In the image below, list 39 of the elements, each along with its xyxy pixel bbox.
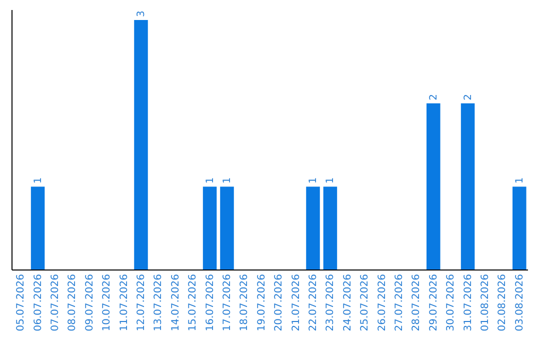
x-tick-label: 30.07.2026	[446, 274, 457, 332]
x-tick-label: 03.08.2026	[514, 274, 526, 332]
x-tick-label: 02.08.2026	[497, 274, 508, 332]
data-label: 1	[325, 177, 336, 184]
x-tick-label: 24.07.2026	[342, 274, 354, 332]
x-tick-label: 11.07.2026	[118, 274, 130, 332]
x-tick-label: 21.07.2026	[290, 274, 302, 332]
x-tick-label: 17.07.2026	[222, 274, 233, 332]
data-label: 1	[514, 177, 526, 184]
x-tick-label: 22.07.2026	[308, 274, 319, 332]
x-tick-label: 25.07.2026	[360, 274, 371, 332]
x-tick-label: 07.07.2026	[50, 274, 61, 332]
x-tick-label: 27.07.2026	[394, 274, 405, 332]
x-tick-label: 19.07.2026	[256, 274, 268, 332]
data-label: 2	[462, 94, 474, 100]
x-tick-label: 10.07.2026	[102, 274, 113, 332]
data-label: 1	[204, 177, 216, 184]
x-tick-label: 18.07.2026	[239, 274, 250, 332]
x-tick-label: 05.07.2026	[16, 274, 27, 332]
data-label: 2	[428, 94, 440, 100]
x-tick-label: 06.07.2026	[32, 274, 44, 332]
data-label: 1	[308, 177, 319, 184]
x-tick-label: 09.07.2026	[84, 274, 96, 332]
x-tick-label: 01.08.2026	[480, 274, 491, 332]
x-tick-label: 31.07.2026	[462, 274, 474, 332]
x-tick-label: 13.07.2026	[153, 274, 164, 332]
x-tick-label: 12.07.2026	[136, 274, 147, 332]
x-tick-label: 15.07.2026	[188, 274, 199, 332]
data-label: 1	[32, 177, 44, 184]
x-tick-label: 16.07.2026	[204, 274, 216, 332]
x-tick-label: 23.07.2026	[325, 274, 336, 332]
x-tick-label: 28.07.2026	[411, 274, 422, 332]
x-tick-label: 08.07.2026	[67, 274, 78, 332]
x-tick-label: 14.07.2026	[170, 274, 182, 332]
x-tick-label: 29.07.2026	[428, 274, 440, 332]
x-tick-label: 20.07.2026	[274, 274, 285, 332]
data-label: 1	[222, 177, 233, 184]
x-tick-label: 26.07.2026	[376, 274, 388, 332]
data-label: 3	[136, 10, 147, 17]
